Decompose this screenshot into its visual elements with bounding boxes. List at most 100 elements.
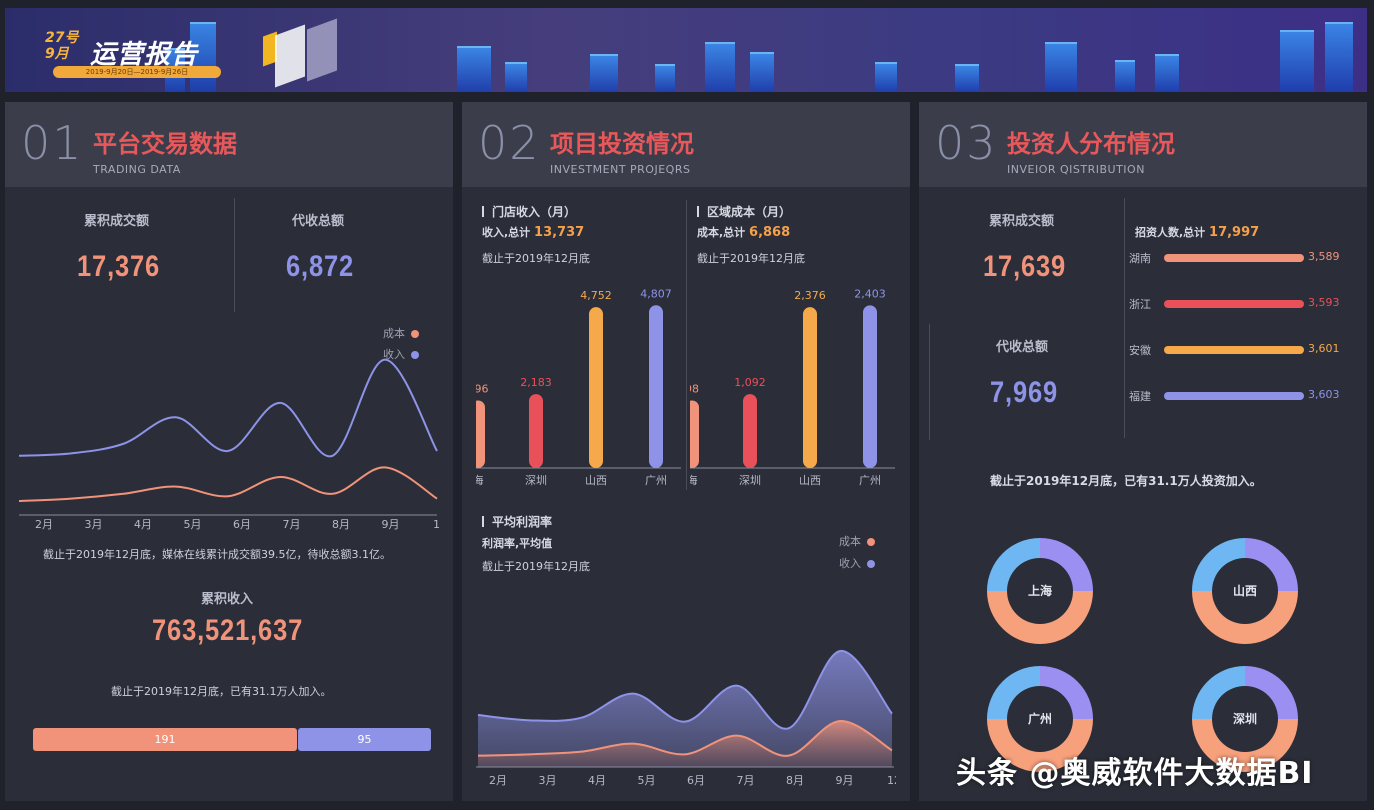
region-cost-bar-chart: 98 海 1,092 深圳 2,376 山西 2,403 广州 [690,287,895,487]
bar-value-label: 2,376 [794,289,826,302]
x-tick-label: 6月 [233,518,251,530]
series-line-income [19,358,438,458]
x-tick-label: 8月 [786,774,804,787]
region-cost-asof: 截止于2019年12月底 [697,252,805,265]
bar [863,305,877,468]
x-tick-label: 深圳 [525,474,547,487]
store-income-heading: 门店收入（月） [482,203,576,220]
x-tick-label: 深圳 [739,474,761,487]
donut-label: 上海 [1007,558,1073,624]
panel-title: 平台交易数据 [93,130,237,158]
building-decoration [705,42,735,92]
panel-header: 03 投资人分布情况 INVEIOR QISTRIBUTION [919,102,1367,187]
series-line-cost [477,719,893,757]
total-value: 6,868 [749,225,791,240]
donut-chart: 山西 [1192,538,1298,644]
province-value: 3,589 [1308,250,1340,263]
panel-subtitle: INVEIOR QISTRIBUTION [1007,163,1145,176]
x-tick-label: 2月 [35,518,53,530]
panel-number: 03 [935,116,998,170]
x-tick-label: 广州 [859,474,881,487]
x-tick-label: 4月 [134,518,152,530]
income-label: 累积收入 [201,592,254,607]
x-tick-label: 海 [476,473,484,487]
x-tick-label: 山西 [585,474,607,487]
panel-title: 投资人分布情况 [1007,130,1175,158]
bar [743,394,757,468]
donut-chart: 深圳 [1192,666,1298,772]
donut-chart: 广州 [987,666,1093,772]
province-value: 3,601 [1308,342,1340,355]
bar-value-label: 4,752 [580,289,612,302]
building-decoration [1115,60,1135,92]
province-bar [1164,300,1304,308]
province-bar [1164,346,1304,354]
panel-subtitle: TRADING DATA [93,163,181,176]
building-decoration [590,54,618,92]
investor-note: 截止于2019年12月底，已有31.1万人投资加入。 [990,474,1262,488]
province-label: 浙江 [1129,298,1151,311]
building-decoration [1045,42,1077,92]
x-tick-label: 9月 [382,518,400,530]
logo-shape [307,18,337,82]
bar [476,400,485,468]
total-value: 17,997 [1209,225,1260,240]
metric-label: 累积成交额 [989,214,1055,229]
building-decoration [505,62,527,92]
banner-title: 运营报告 [90,40,199,70]
total-label: 招资人数,总计 [1135,226,1206,239]
x-tick-label: 2月 [489,774,507,787]
province-label: 福建 [1129,390,1151,403]
metric-value: 17,639 [983,250,1067,283]
legend-label: 收入 [839,557,861,570]
building-decoration [1280,30,1314,92]
x-tick-label: 5月 [638,774,656,787]
legend-label: 收入 [383,348,405,361]
panel-header: 01 平台交易数据 TRADING DATA [5,102,453,187]
x-tick-label: 3月 [85,518,103,530]
income-value: 763,521,637 [152,614,304,647]
building-decoration [955,64,979,92]
trade-note: 截止于2019年12月底，媒体在线累计成交额39.5亿，待收总额3.1亿。 [43,548,391,561]
legend-cost: 成本 [839,533,875,549]
store-income-total: 收入,总计 13,737 [482,224,584,240]
total-label: 成本,总计 [697,226,746,239]
legend-dot [411,351,419,359]
x-tick-label: 海 [690,473,698,487]
donut-label: 山西 [1212,558,1278,624]
province-value: 3,593 [1308,296,1340,309]
building-decoration [655,64,675,92]
bar-value-label: 98 [690,382,699,395]
panel-header: 02 项目投资情况 INVESTMENT PROJEQRS [462,102,910,187]
panel-number: 02 [478,116,541,170]
series-line-income [477,650,893,730]
series-line-cost [19,466,438,502]
bar-value-label: 2,183 [520,376,552,389]
progress-segment-left: 191 [33,728,297,751]
legend-label: 成本 [839,535,861,548]
profit-asof: 截止于2019年12月底 [482,560,590,573]
metric-value: 7,969 [990,376,1059,409]
metric-value: 17,376 [77,250,161,283]
trade-line-chart: 2月 3月 4月 5月 6月 7月 8月 9月 12 [19,358,439,530]
donut-label: 广州 [1007,686,1073,752]
x-tick-label: 广州 [645,474,667,487]
total-value: 13,737 [534,225,585,240]
legend-dot [867,538,875,546]
panel-trading-data: 01 平台交易数据 TRADING DATA 累积成交额 17,376 代收总额… [5,102,453,801]
building-decoration [1325,22,1353,92]
province-bar [1164,392,1304,400]
panel-investment: 02 项目投资情况 INVESTMENT PROJEQRS 门店收入（月） 收入… [462,102,910,801]
bar [649,305,663,468]
donut-chart: 上海 [987,538,1093,644]
legend-dot [411,330,419,338]
divider [929,324,930,440]
series-area-income [478,650,892,767]
divider [686,200,687,490]
series-area-cost [478,720,892,767]
bar-value-label: 996 [476,382,489,395]
x-tick-label: 7月 [737,774,755,787]
x-tick-label: 5月 [184,518,202,530]
building-decoration [190,22,216,92]
x-tick-label: 9月 [836,774,854,787]
